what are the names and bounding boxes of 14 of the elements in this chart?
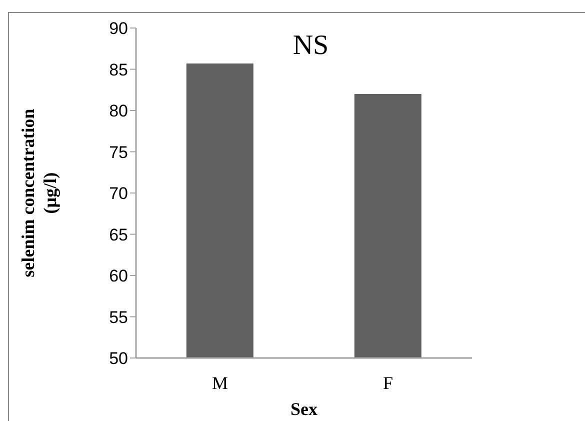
y-tick-label: 65	[109, 225, 128, 244]
y-tick-label: 60	[109, 266, 128, 286]
y-tick-label: 50	[109, 349, 128, 368]
y-axis-title: selenim concentration (µg/l)	[18, 108, 60, 278]
y-tick-label: 75	[109, 142, 128, 162]
y-tick-label: 80	[109, 102, 128, 121]
x-tick-label: F	[382, 372, 394, 393]
x-axis-title: Sex	[290, 399, 318, 419]
x-tick-label: M	[212, 372, 228, 393]
y-tick-label: 90	[109, 19, 128, 38]
y-tick-label: 70	[109, 184, 128, 204]
y-tick-label: 55	[109, 308, 128, 327]
annotation: NS	[292, 30, 329, 61]
y-tick-label: 85	[109, 60, 128, 80]
